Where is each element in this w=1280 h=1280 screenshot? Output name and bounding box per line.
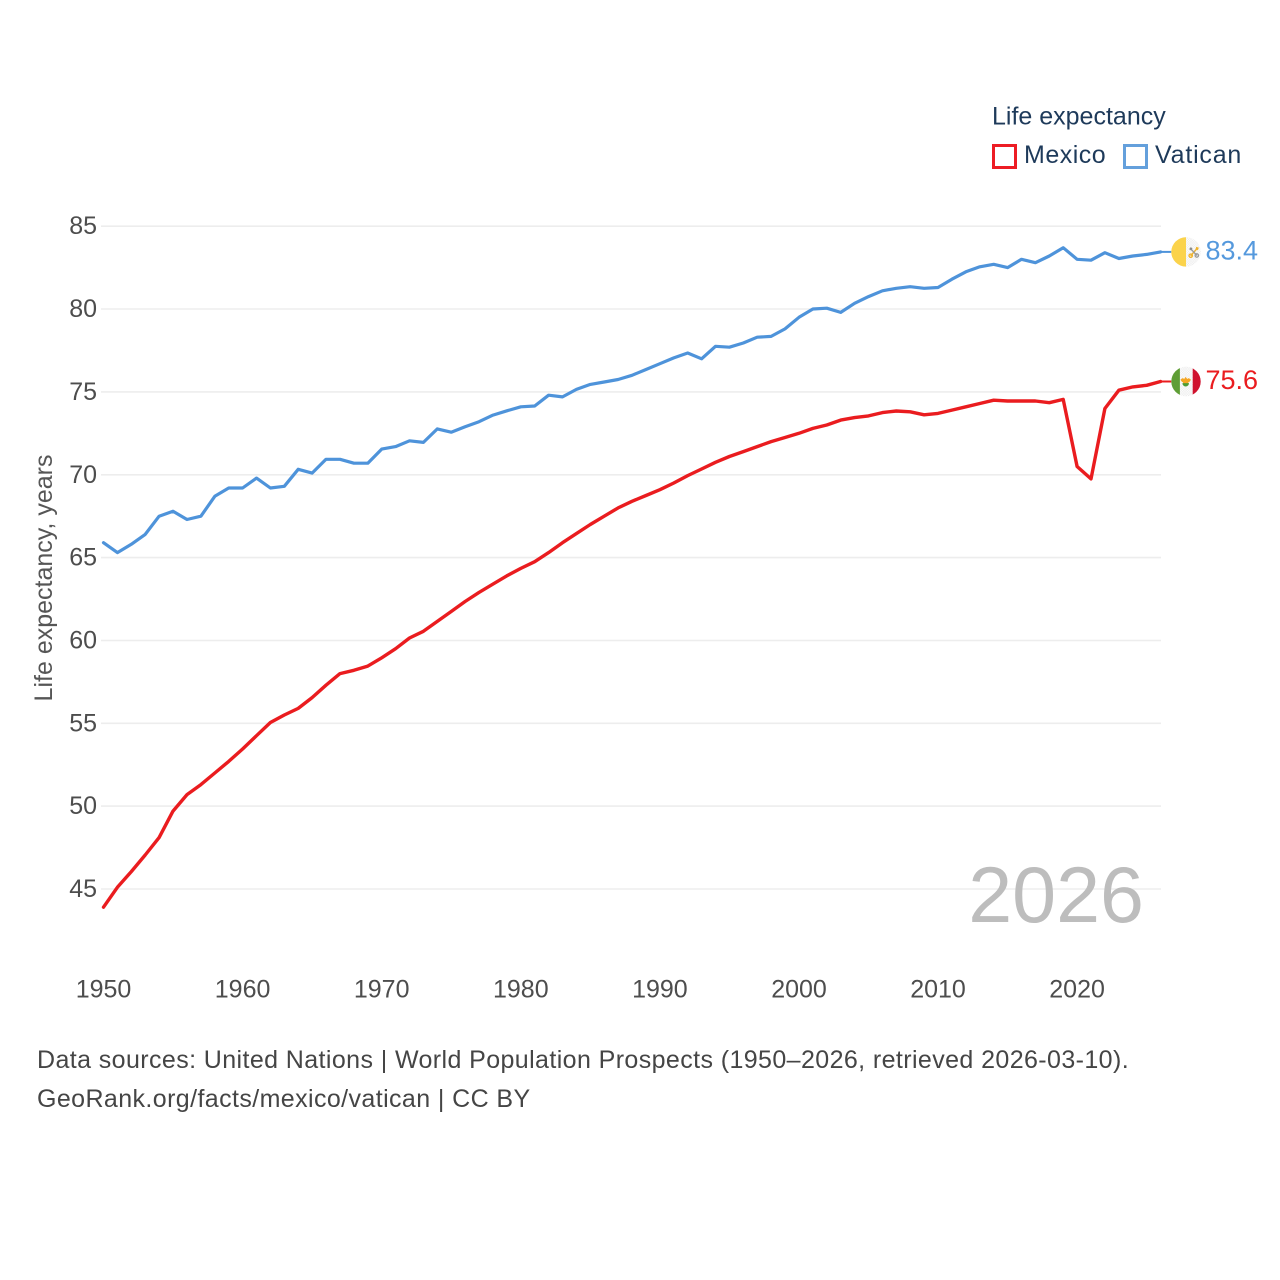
svg-text:2020: 2020 xyxy=(1049,976,1105,1004)
svg-text:Life expectancy, years: Life expectancy, years xyxy=(30,455,58,702)
svg-text:65: 65 xyxy=(69,544,97,572)
svg-text:1960: 1960 xyxy=(215,976,271,1004)
svg-text:60: 60 xyxy=(69,627,97,655)
svg-text:75.6: 75.6 xyxy=(1206,365,1259,395)
svg-text:2010: 2010 xyxy=(910,976,966,1004)
svg-text:75: 75 xyxy=(69,378,97,406)
svg-text:45: 45 xyxy=(69,875,97,903)
svg-text:80: 80 xyxy=(69,295,97,323)
svg-text:GeoRank.org/facts/mexico/vatic: GeoRank.org/facts/mexico/vatican | CC BY xyxy=(37,1085,531,1113)
svg-text:1980: 1980 xyxy=(493,976,549,1004)
svg-text:Vatican: Vatican xyxy=(1155,141,1242,169)
svg-text:1990: 1990 xyxy=(632,976,688,1004)
svg-text:Data sources: United Nations |: Data sources: United Nations | World Pop… xyxy=(37,1046,1129,1074)
svg-text:83.4: 83.4 xyxy=(1206,235,1259,265)
svg-text:Life expectancy: Life expectancy xyxy=(992,103,1166,131)
svg-text:2000: 2000 xyxy=(771,976,827,1004)
svg-text:2026: 2026 xyxy=(968,850,1144,939)
svg-text:55: 55 xyxy=(69,709,97,737)
svg-text:85: 85 xyxy=(69,212,97,240)
svg-text:1950: 1950 xyxy=(76,976,132,1004)
svg-text:50: 50 xyxy=(69,792,97,820)
svg-text:1970: 1970 xyxy=(354,976,410,1004)
svg-text:70: 70 xyxy=(69,461,97,489)
svg-text:Mexico: Mexico xyxy=(1024,141,1106,169)
